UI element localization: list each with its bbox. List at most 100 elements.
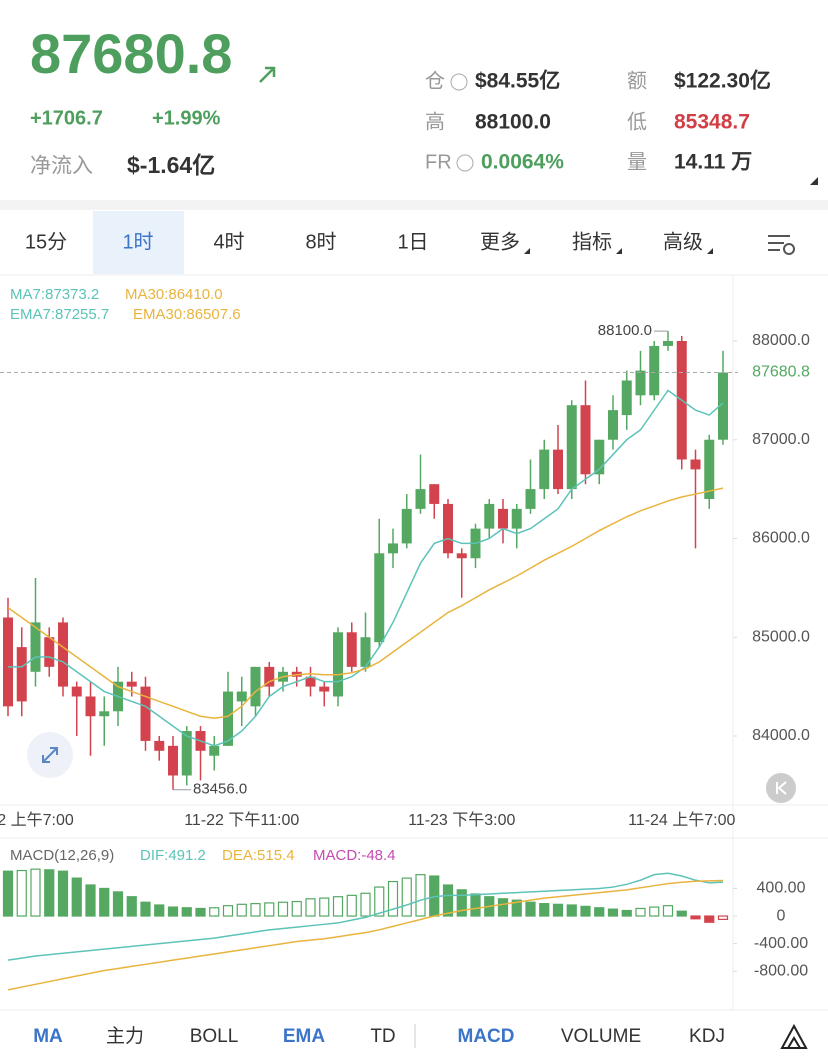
macd-bar xyxy=(621,909,632,917)
macd-bar xyxy=(676,910,687,917)
candle-body xyxy=(71,686,82,697)
tab[interactable]: 4时 xyxy=(213,230,244,253)
stat-value: $84.55亿 xyxy=(475,69,560,93)
macd-bar xyxy=(250,903,261,917)
indicator-line xyxy=(7,487,724,719)
macd-bar xyxy=(264,902,275,917)
trend-arrow xyxy=(259,66,276,83)
indicator-legend: MACD:-48.4 xyxy=(313,847,396,864)
y-tick-label: 400.00 xyxy=(757,880,806,897)
candle-body xyxy=(649,345,660,396)
macd-bar xyxy=(662,905,674,917)
macd-bar xyxy=(236,903,247,917)
candle-body xyxy=(415,489,426,509)
candle-body xyxy=(704,439,715,499)
candle-body xyxy=(608,410,618,440)
tab[interactable]: 1时 xyxy=(122,230,153,253)
candle-body xyxy=(621,380,632,416)
candle-body xyxy=(264,666,275,687)
indicator-legend: MACD(12,26,9) xyxy=(10,847,114,864)
candle-body xyxy=(126,681,137,687)
candle-body xyxy=(16,647,27,702)
tab[interactable]: 8时 xyxy=(305,230,336,253)
change-pct: +1.99% xyxy=(152,107,221,129)
stat-value: 85348.7 xyxy=(674,111,750,134)
indicator-tab[interactable]: EMA xyxy=(283,1026,326,1047)
macd-bar xyxy=(16,869,27,917)
candle-body xyxy=(58,622,68,687)
y-tick-label: 87000.0 xyxy=(752,431,810,448)
candle-body xyxy=(511,508,522,529)
stat-value: 88100.0 xyxy=(475,111,551,134)
candle-body xyxy=(525,489,536,509)
help-icon[interactable] xyxy=(450,73,468,91)
candle-body xyxy=(566,405,577,490)
y-tick-label: 86000.0 xyxy=(752,530,810,547)
tab[interactable]: 指标 xyxy=(572,230,612,253)
macd-bar xyxy=(690,915,701,920)
separator xyxy=(0,200,828,210)
candle-body xyxy=(360,637,371,667)
candle-body xyxy=(346,632,357,667)
indicator-legend: MA30:86410.0 xyxy=(125,286,223,303)
x-tick-label: 2 上午7:00 xyxy=(0,811,74,829)
tab[interactable]: 更多 xyxy=(480,230,520,253)
indicator-tab[interactable]: BOLL xyxy=(190,1026,239,1047)
tab-selected xyxy=(93,211,184,274)
macd-bar xyxy=(85,884,96,917)
candle-body xyxy=(236,691,247,702)
candle-body xyxy=(99,711,110,717)
bottom-icon[interactable] xyxy=(780,1023,808,1049)
expand-icon[interactable] xyxy=(810,177,818,185)
macd-bar xyxy=(44,869,55,917)
y-tick-label: 0 xyxy=(777,907,786,924)
indicator-tab[interactable]: MACD xyxy=(458,1026,515,1047)
candle-body xyxy=(30,622,41,672)
candle-body xyxy=(456,553,467,559)
macd-bar xyxy=(57,870,69,917)
indicator-line xyxy=(8,389,724,747)
macd-bar xyxy=(415,874,426,917)
candle-body xyxy=(718,372,728,440)
plot: 88100.0 83456.0 87680.8 2 上午7:00 11-22 下午11:… xyxy=(0,322,825,991)
net-inflow-label: 净流入 xyxy=(30,155,93,178)
candle-body xyxy=(333,632,343,697)
candle-body xyxy=(140,686,151,741)
indicator-tab[interactable]: MA xyxy=(33,1026,63,1047)
y-tick-label: 85000.0 xyxy=(752,628,810,645)
indicator-line xyxy=(7,872,724,961)
settings-icon[interactable] xyxy=(768,235,795,255)
tab[interactable]: 15分 xyxy=(25,230,67,253)
candle-body xyxy=(443,503,453,554)
stat-value: $122.30亿 xyxy=(674,69,771,93)
stat-value: 0.0064% xyxy=(481,151,564,174)
macd-bar xyxy=(99,887,110,917)
candle-body xyxy=(168,745,178,776)
candle-body xyxy=(539,449,550,490)
y-tick-label: -400.00 xyxy=(754,935,808,952)
macd-bar xyxy=(717,915,729,920)
macd-bar xyxy=(332,896,344,917)
y-tick-label: 88000.0 xyxy=(752,332,810,349)
macd-bar xyxy=(497,898,509,917)
candle-body xyxy=(154,740,165,751)
indicator-tab[interactable]: 主力 xyxy=(106,1025,144,1047)
indicator-tab[interactable]: VOLUME xyxy=(561,1026,641,1047)
indicator-tab[interactable]: KDJ xyxy=(689,1026,725,1047)
extreme-label: 88100.0 xyxy=(598,322,652,339)
indicator-tab[interactable]: TD xyxy=(370,1026,395,1047)
help-icon[interactable] xyxy=(456,154,474,172)
candle-body xyxy=(209,745,220,756)
stat-label: 额 xyxy=(627,69,647,92)
y-tick-label: -800.00 xyxy=(754,962,808,979)
scroll-latest[interactable] xyxy=(766,773,796,803)
stat-value: 14.11 万 xyxy=(674,151,752,174)
candle-body xyxy=(594,439,605,475)
tab[interactable]: 1日 xyxy=(397,231,428,253)
macd-bar xyxy=(539,903,550,917)
macd-bar xyxy=(470,893,481,917)
extreme-label: 83456.0 xyxy=(193,781,247,798)
tab[interactable]: 高级 xyxy=(663,230,703,253)
candle-body xyxy=(223,691,233,746)
indicator-legend: EMA30:86507.6 xyxy=(133,306,241,323)
